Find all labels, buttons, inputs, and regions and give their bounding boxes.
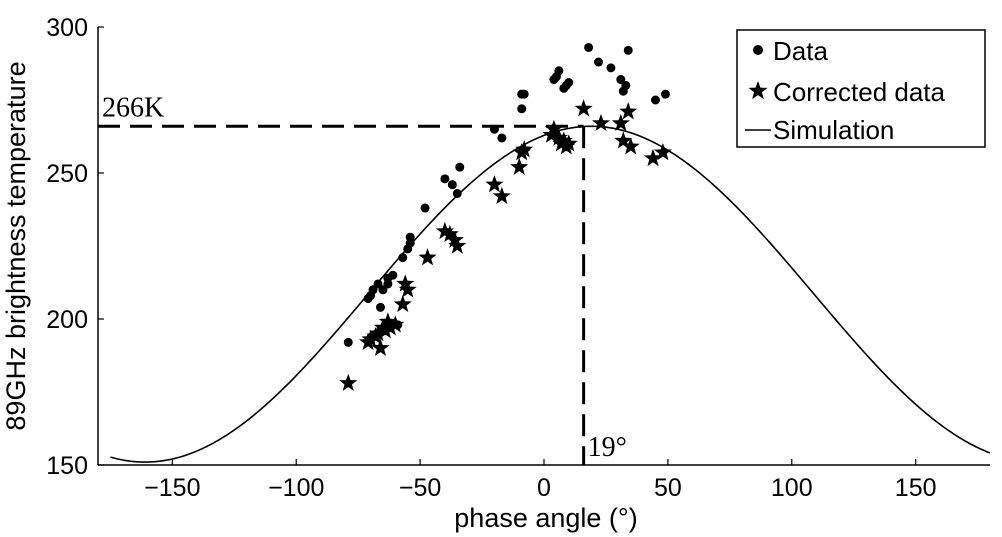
corrected-data-point <box>381 318 400 336</box>
x-axis-label: phase angle (°) <box>454 503 637 533</box>
corrected-data-point <box>373 318 392 336</box>
corrected-data-point <box>591 113 611 132</box>
data-point <box>623 45 633 55</box>
data-point <box>405 238 415 248</box>
data-point <box>388 270 398 280</box>
y-axis-label: 89GHz brightness temperature <box>1 61 31 430</box>
corrected-data-point <box>619 102 638 120</box>
y-tick-label: 200 <box>46 306 88 334</box>
x-tick-label: 50 <box>654 474 682 502</box>
corrected-data-point <box>435 221 454 240</box>
plot-area <box>98 42 990 465</box>
corrected-data-point <box>396 274 415 292</box>
corrected-data-point <box>621 137 640 155</box>
data-point <box>398 253 408 263</box>
corrected-data-point <box>440 224 459 243</box>
data-point <box>584 42 594 52</box>
corrected-data-point <box>549 128 568 146</box>
legend-data-marker <box>753 45 763 55</box>
corrected-data-point <box>492 186 511 205</box>
corrected-data-point <box>559 134 578 152</box>
legend-box <box>736 29 986 148</box>
corrected-data-point <box>611 113 630 132</box>
legend-corrected-data-label: Corrected data <box>773 77 946 107</box>
corrected-data-point <box>398 280 417 298</box>
data-point <box>606 63 616 73</box>
legend: Data Corrected data Simulation <box>736 29 986 148</box>
data-point <box>651 95 660 105</box>
data-point <box>517 104 527 114</box>
corrected-data-point <box>386 315 405 333</box>
annotations: 266K 19° <box>102 92 627 463</box>
legend-data-label: Data <box>773 36 828 66</box>
corrected-data-point <box>361 329 380 348</box>
axes: −150 −100 −50 0 50 100 150 150 200 250 300 <box>46 14 990 502</box>
data-point <box>420 203 430 213</box>
corrected-data-point <box>614 131 633 149</box>
corrected-data-point <box>339 373 358 391</box>
peak-phase-label: 19° <box>588 432 627 463</box>
y-tick-label: 250 <box>46 160 88 188</box>
corrected-data-point <box>368 324 388 342</box>
data-point <box>447 180 457 190</box>
data-point <box>343 337 353 347</box>
y-tick-label: 150 <box>46 452 88 480</box>
corrected-data-point <box>510 157 529 175</box>
corrected-data-point <box>448 236 467 254</box>
corrected-data-point <box>643 148 663 167</box>
corrected-data-point <box>371 338 390 356</box>
corrected-data-point <box>376 321 395 339</box>
corrected-data-point <box>445 230 464 248</box>
corrected-data-point <box>515 140 534 158</box>
data-point <box>440 174 450 184</box>
corrected-data-point <box>485 175 504 193</box>
data-point <box>621 80 631 90</box>
data-point <box>594 57 604 67</box>
data-point <box>660 89 670 99</box>
legend-simulation-label: Simulation <box>773 115 894 145</box>
data-point <box>375 302 385 312</box>
corrected-data-point <box>544 119 563 137</box>
x-tick-label: 0 <box>537 474 551 502</box>
peak-temperature-label: 266K <box>102 92 164 123</box>
y-tick-label: 300 <box>46 14 88 42</box>
simulation-line <box>110 125 990 463</box>
data-point <box>489 124 499 134</box>
data-point <box>519 89 529 99</box>
corrected-data-point <box>653 143 672 161</box>
x-tick-label: −150 <box>144 474 200 502</box>
x-tick-label: −50 <box>399 474 441 502</box>
x-tick-label: −100 <box>268 474 324 502</box>
corrected-data-point <box>418 248 437 266</box>
data-point <box>452 188 462 198</box>
data-point <box>564 77 574 87</box>
data-point <box>554 66 564 76</box>
legend-corrected-data-marker <box>748 81 768 100</box>
corrected-data-point <box>378 312 397 330</box>
data-point <box>455 162 465 172</box>
corrected-data-point <box>574 99 593 117</box>
corrected-data-point <box>393 294 412 313</box>
x-tick-label: 100 <box>771 474 813 502</box>
x-tick-label: 150 <box>895 474 937 502</box>
data-point <box>497 133 507 143</box>
corrected-data-point <box>554 131 573 149</box>
plot-clip-group <box>98 42 990 465</box>
